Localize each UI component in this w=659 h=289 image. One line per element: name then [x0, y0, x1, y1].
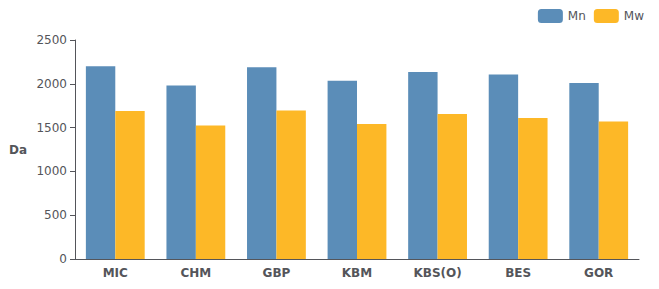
- svg-text:BES: BES: [505, 266, 531, 280]
- svg-text:GBP: GBP: [263, 266, 291, 280]
- svg-text:1000: 1000: [36, 164, 67, 178]
- svg-text:2500: 2500: [36, 33, 67, 47]
- svg-text:Da: Da: [9, 143, 27, 157]
- svg-text:CHM: CHM: [180, 266, 211, 280]
- svg-text:0: 0: [59, 252, 67, 266]
- svg-text:KBM: KBM: [342, 266, 372, 280]
- svg-text:2000: 2000: [36, 77, 67, 91]
- svg-text:MIC: MIC: [103, 266, 128, 280]
- svg-text:GOR: GOR: [584, 266, 613, 280]
- svg-text:KBS(O): KBS(O): [413, 266, 461, 280]
- svg-text:1500: 1500: [36, 121, 67, 135]
- svg-text:Mw: Mw: [624, 9, 644, 23]
- svg-text:Mn: Mn: [568, 9, 586, 23]
- svg-text:500: 500: [44, 208, 67, 222]
